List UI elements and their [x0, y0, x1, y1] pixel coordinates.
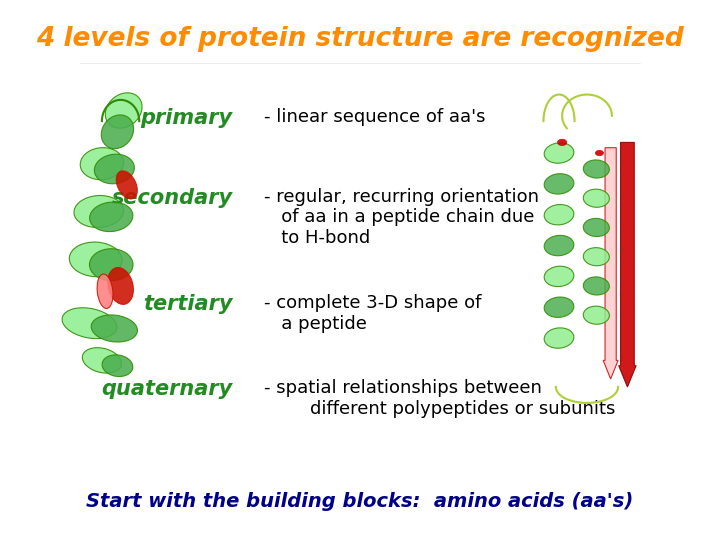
Ellipse shape — [89, 249, 133, 281]
Ellipse shape — [82, 348, 122, 373]
Ellipse shape — [583, 306, 609, 324]
Ellipse shape — [94, 154, 135, 184]
Text: quaternary: quaternary — [102, 379, 233, 399]
Text: - regular, recurring orientation
   of aa in a peptide chain due
   to H-bond: - regular, recurring orientation of aa i… — [264, 187, 539, 247]
Ellipse shape — [544, 328, 574, 348]
Ellipse shape — [583, 160, 609, 178]
FancyArrow shape — [603, 148, 618, 379]
Ellipse shape — [116, 171, 138, 199]
Ellipse shape — [74, 195, 124, 227]
Ellipse shape — [89, 202, 133, 232]
Ellipse shape — [544, 266, 574, 287]
Ellipse shape — [62, 308, 117, 339]
Text: Start with the building blocks:  amino acids (aa's): Start with the building blocks: amino ac… — [86, 492, 634, 511]
Text: primary: primary — [140, 108, 233, 128]
Text: tertiary: tertiary — [143, 294, 233, 314]
Text: - linear sequence of aa's: - linear sequence of aa's — [264, 108, 485, 126]
Ellipse shape — [595, 150, 603, 156]
Ellipse shape — [583, 189, 609, 207]
Ellipse shape — [108, 267, 133, 305]
Ellipse shape — [91, 315, 138, 342]
Ellipse shape — [80, 147, 124, 180]
Ellipse shape — [97, 274, 113, 308]
Text: 4 levels of protein structure are recognized: 4 levels of protein structure are recogn… — [36, 26, 684, 52]
Ellipse shape — [583, 277, 609, 295]
FancyArrow shape — [618, 143, 636, 387]
Text: - complete 3-D shape of
   a peptide: - complete 3-D shape of a peptide — [264, 294, 481, 333]
Ellipse shape — [544, 174, 574, 194]
Ellipse shape — [544, 205, 574, 225]
Ellipse shape — [105, 93, 142, 128]
Ellipse shape — [583, 218, 609, 237]
Text: secondary: secondary — [112, 187, 233, 207]
Ellipse shape — [102, 115, 134, 148]
Ellipse shape — [557, 139, 567, 146]
Ellipse shape — [102, 355, 132, 376]
Text: - spatial relationships between
        different polypeptides or subunits: - spatial relationships between differen… — [264, 379, 615, 418]
Ellipse shape — [544, 297, 574, 318]
Ellipse shape — [69, 242, 122, 276]
Ellipse shape — [544, 143, 574, 163]
Ellipse shape — [544, 235, 574, 256]
Ellipse shape — [583, 248, 609, 266]
